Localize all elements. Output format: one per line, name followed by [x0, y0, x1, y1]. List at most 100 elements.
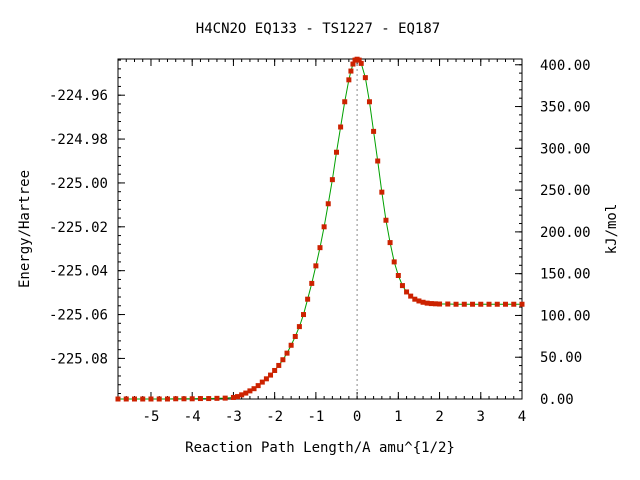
data-point — [131, 396, 137, 402]
y-tick-label: -225.00 — [49, 176, 108, 192]
data-point — [470, 301, 476, 307]
y-tick-label: -225.06 — [49, 308, 108, 324]
data-point — [379, 189, 385, 195]
data-point — [333, 149, 339, 155]
data-point — [356, 57, 362, 63]
data-point — [214, 395, 220, 401]
data-point — [445, 301, 451, 307]
data-point — [181, 396, 187, 402]
data-point — [338, 124, 344, 130]
y2-tick-label: 350.00 — [540, 100, 591, 116]
energy-curve — [118, 58, 522, 400]
y2-axis-label: kJ/mol — [604, 204, 620, 255]
data-point — [424, 300, 430, 306]
data-point — [503, 301, 509, 307]
data-point — [383, 217, 389, 223]
data-point — [156, 396, 162, 402]
x-tick-label: -4 — [184, 409, 201, 425]
x-tick-label: -2 — [266, 409, 283, 425]
data-point — [478, 301, 484, 307]
data-point — [494, 301, 500, 307]
data-point — [348, 68, 354, 74]
data-point — [432, 301, 438, 307]
data-point — [301, 312, 307, 318]
data-point — [243, 390, 249, 396]
data-point — [296, 324, 302, 330]
data-point — [420, 299, 426, 305]
data-point — [350, 61, 356, 67]
data-point — [280, 357, 286, 363]
x-axis: -5 -4 -3 -2 -1 0 1 2 3 4 — [117, 59, 526, 425]
data-point — [305, 296, 311, 302]
x-tick-label: 3 — [477, 409, 485, 425]
data-point — [272, 367, 278, 373]
data-point — [292, 333, 298, 339]
data-point — [239, 392, 245, 398]
data-point — [309, 280, 315, 286]
data-point — [511, 301, 517, 307]
x-tick-label: -3 — [225, 409, 242, 425]
data-point — [148, 396, 154, 402]
data-point — [408, 293, 414, 299]
y-tick-label: -225.02 — [49, 220, 108, 236]
data-point — [428, 301, 434, 307]
data-point — [313, 263, 319, 269]
y2-tick-label: 150.00 — [540, 267, 591, 283]
y-tick-label: -225.08 — [49, 351, 108, 367]
y2-tick-label: 200.00 — [540, 225, 591, 241]
data-point — [395, 273, 401, 278]
data-point — [371, 128, 377, 134]
data-point — [140, 396, 146, 402]
data-point — [321, 224, 327, 230]
data-point — [416, 298, 422, 304]
x-tick-label: 4 — [518, 409, 526, 425]
data-point — [375, 158, 381, 164]
data-point — [288, 342, 294, 348]
data-point — [268, 372, 274, 378]
data-point — [251, 386, 257, 392]
data-point — [453, 301, 459, 307]
data-point — [235, 394, 241, 400]
y2-tick-label: 50.00 — [540, 350, 582, 366]
y2-tick-label: 250.00 — [540, 183, 591, 199]
data-point — [164, 396, 170, 402]
data-point — [387, 240, 393, 246]
y-tick-label: -224.98 — [49, 132, 108, 148]
y-axis-right: 0.00 50.00 100.00 150.00 200.00 250.00 300.00 3… — [515, 58, 591, 408]
data-point — [358, 60, 364, 66]
data-point — [366, 99, 372, 105]
data-point — [276, 362, 282, 368]
data-point — [399, 283, 405, 289]
y-axis-left: -224.96 -224.98 -225.00 -225.02 -225.04 -225.… — [49, 59, 125, 395]
data-point — [342, 99, 348, 105]
data-point — [115, 396, 121, 402]
plot-frame — [117, 58, 523, 400]
y-tick-label: -224.96 — [49, 88, 108, 104]
y2-tick-label: 300.00 — [540, 141, 591, 157]
data-point — [519, 301, 525, 307]
x-axis-label: Reaction Path Length/A amu^{1/2} — [185, 440, 455, 456]
data-point — [486, 301, 492, 307]
data-point — [255, 383, 261, 389]
y2-tick-label: 400.00 — [540, 58, 591, 74]
y2-tick-label: 0.00 — [540, 392, 574, 408]
data-point — [391, 259, 397, 265]
data-point — [325, 201, 331, 207]
chart-title: H4CN2O EQ133 - TS1227 - EQ187 — [196, 21, 440, 37]
data-point — [437, 301, 443, 307]
data-point — [247, 388, 253, 394]
data-point — [189, 396, 195, 402]
data-point — [222, 395, 228, 401]
data-point — [230, 394, 236, 400]
x-tick-label: 1 — [394, 409, 402, 425]
y2-tick-label: 100.00 — [540, 308, 591, 324]
data-point — [346, 77, 352, 83]
x-tick-label: -5 — [143, 409, 160, 425]
x-tick-label: 0 — [353, 409, 361, 425]
data-point — [329, 177, 335, 183]
data-point — [404, 289, 410, 295]
data-point — [197, 396, 203, 402]
data-point — [317, 245, 323, 251]
x-tick-label: 2 — [435, 409, 443, 425]
